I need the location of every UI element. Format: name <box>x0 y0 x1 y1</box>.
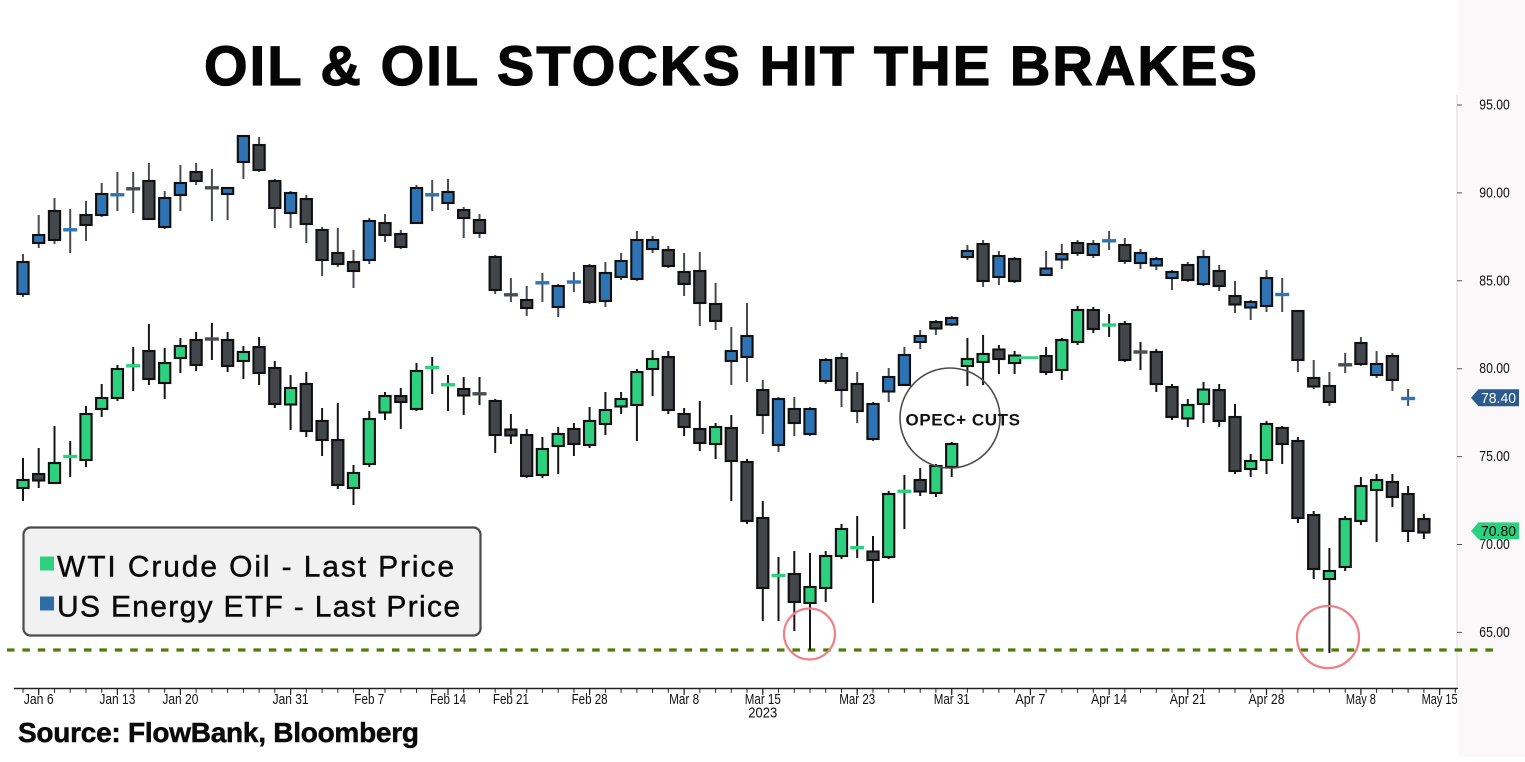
svg-text:Apr 21: Apr 21 <box>1170 691 1206 708</box>
svg-text:Source: FlowBank, Bloomberg: Source: FlowBank, Bloomberg <box>18 717 419 748</box>
svg-text:Mar 31: Mar 31 <box>934 691 970 708</box>
svg-text:Mar 15: Mar 15 <box>745 691 781 708</box>
svg-text:70.00: 70.00 <box>1479 536 1510 553</box>
svg-text:May 8: May 8 <box>1346 691 1376 708</box>
svg-text:65.00: 65.00 <box>1479 624 1510 641</box>
svg-text:OPEC+ CUTS: OPEC+ CUTS <box>906 411 1021 430</box>
svg-text:78.40: 78.40 <box>1481 390 1516 407</box>
svg-text:Mar 23: Mar 23 <box>839 691 875 708</box>
svg-text:85.00: 85.00 <box>1479 272 1510 289</box>
svg-text:Jan 6: Jan 6 <box>24 691 54 708</box>
svg-text:Apr 28: Apr 28 <box>1249 691 1285 708</box>
svg-text:80.00: 80.00 <box>1479 360 1510 377</box>
svg-text:75.00: 75.00 <box>1479 448 1510 465</box>
svg-text:Feb 21: Feb 21 <box>493 691 529 708</box>
svg-text:95.00: 95.00 <box>1479 97 1510 114</box>
svg-text:Feb 14: Feb 14 <box>430 691 466 708</box>
svg-text:Feb 28: Feb 28 <box>572 691 608 708</box>
svg-text:Jan 13: Jan 13 <box>99 691 135 708</box>
svg-text:70.80: 70.80 <box>1481 523 1516 540</box>
svg-text:Feb 7: Feb 7 <box>354 691 384 708</box>
svg-text:Jan 31: Jan 31 <box>273 691 309 708</box>
svg-text:Apr 14: Apr 14 <box>1091 691 1127 708</box>
svg-text:90.00: 90.00 <box>1479 184 1510 201</box>
svg-text:OIL & OIL STOCKS HIT THE BRAKE: OIL & OIL STOCKS HIT THE BRAKES <box>204 34 1259 97</box>
svg-text:May 15: May 15 <box>1422 691 1458 708</box>
svg-text:Apr 7: Apr 7 <box>1015 691 1045 708</box>
svg-text:Mar 8: Mar 8 <box>669 691 699 708</box>
svg-text:WTI Crude Oil - Last Price: WTI Crude Oil - Last Price <box>57 551 454 584</box>
svg-text:US Energy ETF - Last Price: US Energy ETF - Last Price <box>57 591 460 624</box>
svg-text:Jan 20: Jan 20 <box>162 691 198 708</box>
svg-text:2023: 2023 <box>748 705 777 722</box>
